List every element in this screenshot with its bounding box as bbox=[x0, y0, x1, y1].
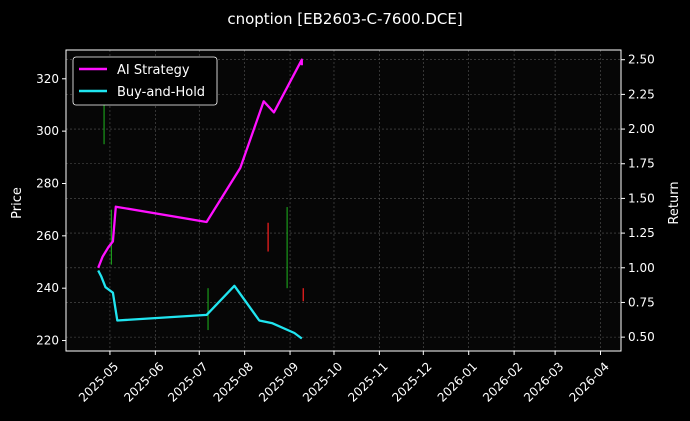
y-axis-right-label: Return bbox=[667, 181, 682, 224]
y-left-tick-label: 220 bbox=[36, 334, 59, 348]
y-left-tick-label: 260 bbox=[36, 229, 59, 243]
plot-frame bbox=[65, 49, 622, 352]
y-axis-right: 0.50 0.75 1.00 1.25 1.50 1.75 2.00 2.25 2.50 bbox=[621, 53, 655, 344]
y-right-tick-label: 2.00 bbox=[628, 122, 655, 136]
y-right-tick-label: 1.00 bbox=[628, 261, 655, 275]
y-right-tick-label: 1.50 bbox=[628, 191, 655, 205]
legend-box bbox=[72, 56, 218, 106]
y-left-tick-label: 320 bbox=[36, 72, 59, 86]
y-right-tick-label: 0.75 bbox=[628, 295, 655, 309]
y-right-tick-label: 1.75 bbox=[628, 157, 655, 171]
y-left-tick-label: 300 bbox=[36, 124, 59, 138]
y-left-tick-label: 240 bbox=[36, 281, 59, 295]
chart-title: cnoption [EB2603-C-7600.DCE] bbox=[227, 10, 462, 28]
y-right-tick-label: 2.50 bbox=[628, 53, 655, 67]
y-left-tick-label: 280 bbox=[36, 176, 59, 190]
legend-label-ai-strategy: AI Strategy bbox=[117, 63, 190, 78]
y-axis-left: 220 240 260 280 300 320 bbox=[36, 72, 66, 348]
y-axis-left-label: Price bbox=[10, 187, 25, 219]
legend-label-buy-and-hold: Buy-and-Hold bbox=[117, 85, 205, 100]
series-line-buy-and-hold bbox=[97, 269, 303, 340]
y-right-tick-label: 2.25 bbox=[628, 87, 655, 101]
series-lines bbox=[97, 58, 303, 340]
series-line-ai-strategy bbox=[97, 58, 303, 269]
legend: AI Strategy Buy-and-Hold bbox=[72, 56, 218, 106]
y-right-tick-label: 1.25 bbox=[628, 226, 655, 240]
y-right-tick-label: 0.50 bbox=[628, 330, 655, 344]
